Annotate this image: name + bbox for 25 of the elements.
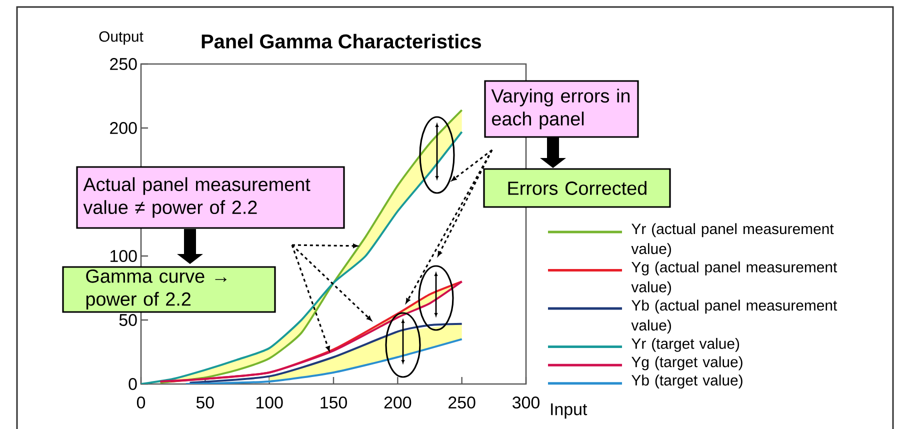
y-tick-label: 250 xyxy=(110,58,137,70)
legend-label: Yb (target value) xyxy=(632,374,742,389)
x-tick-label: 200 xyxy=(384,396,412,409)
chart-title: Panel Gamma Characteristics xyxy=(202,34,482,48)
x-tick-label: 100 xyxy=(256,396,283,409)
annotation: Errors Corrected xyxy=(508,181,646,195)
y-tick-label: 200 xyxy=(110,122,137,134)
x-axis-title: Input xyxy=(551,403,588,419)
x-tick-label: 150 xyxy=(320,396,347,409)
legend-label: Yg (actual panel measurement value) xyxy=(631,261,838,296)
annotation: Actual panel measurement value ≠ power of 2.2 xyxy=(83,177,310,218)
y-tick-label: 100 xyxy=(110,250,137,262)
legend-label: Yr (actual panel measurement value) xyxy=(631,223,834,258)
annotation: Gamma curve → power of 2.2 xyxy=(86,269,226,310)
legend-label: Yr (target value) xyxy=(632,338,740,352)
y-axis-title: Output xyxy=(99,31,144,45)
x-tick-label: 300 xyxy=(512,396,540,409)
x-tick-label: 0 xyxy=(136,396,146,409)
y-tick-label: 0 xyxy=(128,378,137,390)
y-tick-label: 50 xyxy=(119,314,137,326)
legend-label: Yb (actual panel measurement value) xyxy=(631,300,838,334)
x-tick-label: 50 xyxy=(196,396,214,409)
annotation: Varying errors in each panel xyxy=(491,88,630,130)
legend-label: Yg (target value) xyxy=(632,356,742,370)
x-tick-label: 250 xyxy=(448,396,476,409)
